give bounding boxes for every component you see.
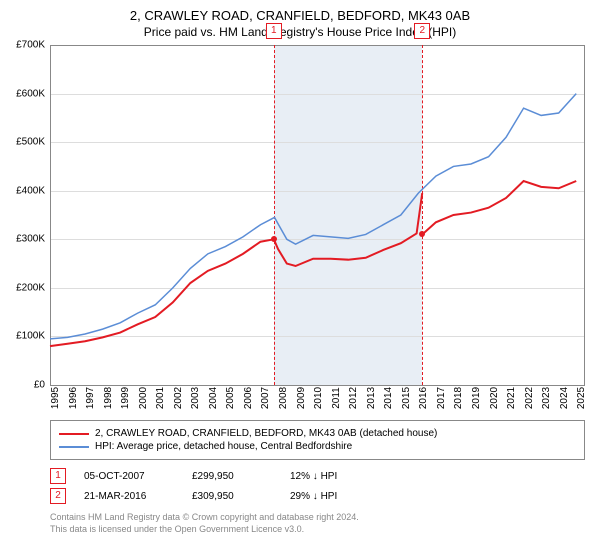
series-property — [50, 239, 274, 346]
series-hpi — [50, 94, 576, 339]
chart-subtitle: Price paid vs. HM Land Registry's House … — [0, 23, 600, 45]
y-tick-label: £100K — [0, 331, 45, 342]
x-tick-label: 2015 — [401, 387, 412, 409]
legend-item: 2, CRAWLEY ROAD, CRANFIELD, BEDFORD, MK4… — [59, 427, 576, 440]
x-tick-label: 2002 — [173, 387, 184, 409]
sale-marker-2: 2 — [414, 23, 430, 39]
legend-swatch — [59, 433, 89, 435]
sale-diff: 12% ↓ HPI — [290, 471, 390, 482]
x-tick-label: 1995 — [50, 387, 61, 409]
legend-label: HPI: Average price, detached house, Cent… — [95, 441, 352, 452]
footnote: Contains HM Land Registry data © Crown c… — [50, 512, 585, 535]
x-tick-label: 2024 — [559, 387, 570, 409]
x-tick-label: 2021 — [506, 387, 517, 409]
y-tick-label: £400K — [0, 185, 45, 196]
x-tick-label: 2007 — [260, 387, 271, 409]
y-tick-label: £300K — [0, 234, 45, 245]
x-tick-label: 2001 — [155, 387, 166, 409]
sales-table: 1 05-OCT-2007 £299,950 12% ↓ HPI 2 21-MAR-201… — [50, 466, 585, 506]
sale-date: 05-OCT-2007 — [84, 471, 174, 482]
x-tick-label: 2004 — [208, 387, 219, 409]
x-tick-label: 2011 — [331, 387, 342, 409]
x-tick-label: 2025 — [576, 387, 587, 409]
sale-row-marker: 1 — [50, 468, 66, 484]
x-tick-label: 2023 — [541, 387, 552, 409]
x-tick-label: 1998 — [103, 387, 114, 409]
x-tick-label: 2008 — [278, 387, 289, 409]
x-tick-label: 2020 — [489, 387, 500, 409]
x-tick-label: 2016 — [418, 387, 429, 409]
legend-label: 2, CRAWLEY ROAD, CRANFIELD, BEDFORD, MK4… — [95, 428, 437, 439]
footnote-line1: Contains HM Land Registry data © Crown c… — [50, 512, 585, 524]
sale-row: 2 21-MAR-2016 £309,950 29% ↓ HPI — [50, 486, 585, 506]
x-tick-label: 2012 — [348, 387, 359, 409]
chart-container: 2, CRAWLEY ROAD, CRANFIELD, BEDFORD, MK4… — [0, 0, 600, 560]
series-property — [422, 181, 576, 234]
y-tick-label: £500K — [0, 137, 45, 148]
x-tick-label: 2014 — [383, 387, 394, 409]
sale-marker-1: 1 — [266, 23, 282, 39]
x-tick-label: 2006 — [243, 387, 254, 409]
chart-lines — [50, 45, 585, 385]
y-tick-label: £0 — [0, 380, 45, 391]
y-tick-label: £200K — [0, 282, 45, 293]
sale-price: £299,950 — [192, 471, 272, 482]
x-tick-label: 2019 — [471, 387, 482, 409]
x-tick-label: 2022 — [524, 387, 535, 409]
x-tick-label: 1997 — [85, 387, 96, 409]
x-tick-label: 2009 — [296, 387, 307, 409]
y-gridline — [50, 385, 585, 386]
x-tick-label: 2005 — [225, 387, 236, 409]
y-tick-label: £600K — [0, 88, 45, 99]
sale-dot — [271, 236, 277, 242]
x-tick-label: 1996 — [68, 387, 79, 409]
legend-swatch — [59, 446, 89, 448]
x-tick-label: 2000 — [138, 387, 149, 409]
chart-title: 2, CRAWLEY ROAD, CRANFIELD, BEDFORD, MK4… — [0, 0, 600, 23]
legend-item: HPI: Average price, detached house, Cent… — [59, 440, 576, 453]
x-tick-label: 2013 — [366, 387, 377, 409]
y-tick-label: £700K — [0, 40, 45, 51]
sale-row-marker: 2 — [50, 488, 66, 504]
x-tick-label: 2003 — [190, 387, 201, 409]
x-tick-label: 1999 — [120, 387, 131, 409]
sale-row: 1 05-OCT-2007 £299,950 12% ↓ HPI — [50, 466, 585, 486]
sale-dot — [419, 231, 425, 237]
sale-diff: 29% ↓ HPI — [290, 491, 390, 502]
chart-plot-area: £0£100K£200K£300K£400K£500K£600K£700K199… — [50, 45, 585, 385]
sale-price: £309,950 — [192, 491, 272, 502]
legend: 2, CRAWLEY ROAD, CRANFIELD, BEDFORD, MK4… — [50, 420, 585, 460]
x-tick-label: 2010 — [313, 387, 324, 409]
x-tick-label: 2018 — [453, 387, 464, 409]
x-tick-label: 2017 — [436, 387, 447, 409]
footnote-line2: This data is licensed under the Open Gov… — [50, 524, 585, 536]
series-property — [274, 193, 422, 266]
sale-date: 21-MAR-2016 — [84, 491, 174, 502]
